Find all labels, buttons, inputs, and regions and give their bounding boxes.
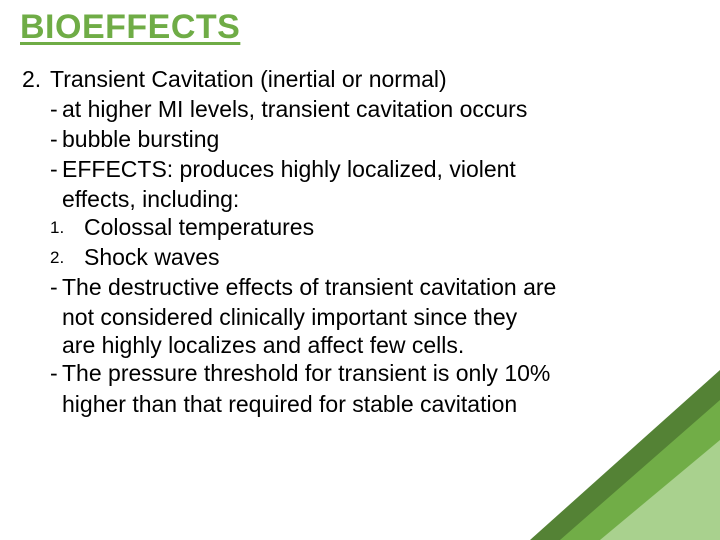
bullet-1-text: at higher MI levels, transient cavitatio… bbox=[62, 95, 696, 123]
bullet-4: - The destructive effects of transient c… bbox=[50, 273, 696, 301]
dash-icon: - bbox=[50, 273, 62, 301]
sub-item-2: 2. Shock waves bbox=[50, 243, 696, 271]
sub-item-2-text: Shock waves bbox=[84, 243, 696, 271]
dash-icon: - bbox=[50, 95, 62, 123]
bullet-4-text: The destructive effects of transient cav… bbox=[62, 273, 696, 301]
bullet-3-cont: effects, including: bbox=[22, 185, 696, 213]
sub-item-2-number: 2. bbox=[50, 243, 84, 269]
slide-body: 2. Transient Cavitation (inertial or nor… bbox=[18, 65, 696, 418]
dash-icon: - bbox=[50, 125, 62, 153]
bullet-2: - bubble bursting bbox=[50, 125, 696, 153]
main-item: 2. Transient Cavitation (inertial or nor… bbox=[22, 65, 696, 93]
sub-item-1-number: 1. bbox=[50, 213, 84, 239]
bullet-2-text: bubble bursting bbox=[62, 125, 696, 153]
bullet-1: - at higher MI levels, transient cavitat… bbox=[50, 95, 696, 123]
decor-triangle-light bbox=[600, 440, 720, 540]
bullet-4-cont-2: are highly localizes and affect few cell… bbox=[22, 331, 696, 359]
main-item-text: Transient Cavitation (inertial or normal… bbox=[50, 65, 696, 93]
sub-item-1: 1. Colossal temperatures bbox=[50, 213, 696, 241]
sub-item-1-text: Colossal temperatures bbox=[84, 213, 696, 241]
dash-icon: - bbox=[50, 359, 62, 387]
bullet-3: - EFFECTS: produces highly localized, vi… bbox=[50, 155, 696, 183]
slide-title: BIOEFFECTS bbox=[20, 8, 696, 47]
slide: BIOEFFECTS 2. Transient Cavitation (iner… bbox=[0, 0, 720, 540]
bullet-3-text: EFFECTS: produces highly localized, viol… bbox=[62, 155, 696, 183]
main-item-number: 2. bbox=[22, 65, 50, 93]
dash-icon: - bbox=[50, 155, 62, 183]
bullet-4-cont-1: not considered clinically important sinc… bbox=[22, 303, 696, 331]
